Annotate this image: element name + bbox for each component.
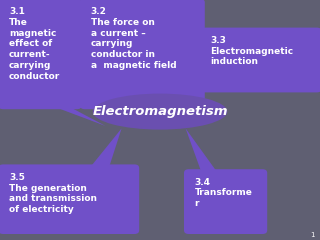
- Text: 3.5
The generation
and transmission
of electricity: 3.5 The generation and transmission of e…: [9, 173, 97, 214]
- FancyBboxPatch shape: [0, 164, 139, 234]
- Polygon shape: [186, 128, 218, 173]
- Polygon shape: [187, 72, 211, 112]
- Text: 1: 1: [311, 232, 315, 238]
- FancyBboxPatch shape: [0, 0, 82, 109]
- Text: 3.2
The force on
a current –
carrying
conductor in
a  magnetic field: 3.2 The force on a current – carrying co…: [91, 7, 176, 70]
- Text: 3.3
Electromagnetic
induction: 3.3 Electromagnetic induction: [211, 36, 294, 66]
- Text: Electromagnetism: Electromagnetism: [92, 105, 228, 118]
- Polygon shape: [51, 106, 106, 126]
- FancyBboxPatch shape: [184, 169, 267, 234]
- Polygon shape: [90, 128, 122, 168]
- Text: 3.4
Transforme
r: 3.4 Transforme r: [195, 178, 252, 208]
- Polygon shape: [115, 106, 141, 128]
- Ellipse shape: [93, 94, 227, 130]
- FancyBboxPatch shape: [80, 0, 205, 109]
- FancyBboxPatch shape: [200, 28, 320, 92]
- Text: 3.1
The
magnetic
effect of
current-
carrying
conductor: 3.1 The magnetic effect of current- carr…: [9, 7, 60, 81]
